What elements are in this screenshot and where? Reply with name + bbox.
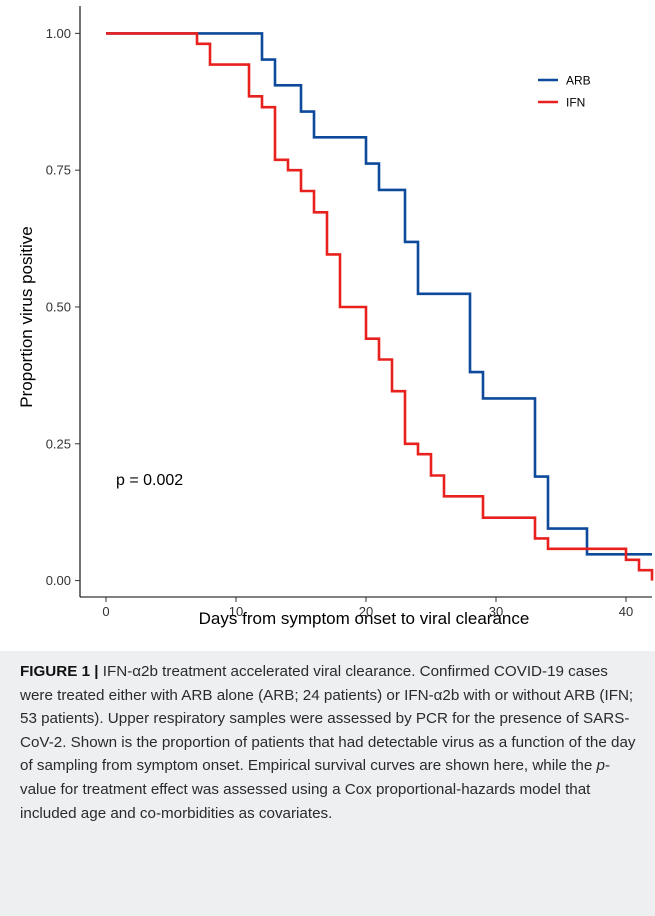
figure-caption-box: FIGURE 1 | IFN-α2b treatment accelerated… <box>0 651 655 916</box>
figure-caption: FIGURE 1 | IFN-α2b treatment accelerated… <box>20 660 637 825</box>
series-line-arb <box>106 32 652 556</box>
caption-p-italic: p <box>596 757 605 775</box>
caption-text-2: -value for treatment effect was assessed… <box>20 757 611 822</box>
legend-label-ifn: IFN <box>566 96 585 110</box>
x-axis-title: Days from symptom onset to viral clearan… <box>199 609 530 628</box>
y-tick-label: 1.00 <box>46 26 71 41</box>
y-tick-label: 0.25 <box>46 436 71 451</box>
x-tick-label: 0 <box>102 604 109 619</box>
figure-label: FIGURE 1 | <box>20 663 99 680</box>
series-line-ifn <box>106 32 654 581</box>
y-axis-title: Proportion virus positive <box>17 226 36 407</box>
x-tick-label: 30 <box>489 604 503 619</box>
x-tick-label: 20 <box>359 604 373 619</box>
legend: ARB IFN <box>538 74 591 110</box>
p-value-annotation: p = 0.002 <box>116 472 183 489</box>
axis-ticks: 0.00 0.25 0.50 0.75 1.00 0 10 20 30 40 <box>46 26 634 619</box>
x-tick-label: 40 <box>619 604 633 619</box>
caption-text-1: IFN-α2b treatment accelerated viral clea… <box>20 663 636 775</box>
x-tick-label: 10 <box>229 604 243 619</box>
y-tick-label: 0.50 <box>46 299 71 314</box>
y-tick-label: 0.00 <box>46 573 71 588</box>
y-tick-label: 0.75 <box>46 163 71 178</box>
series-lines <box>106 32 654 581</box>
legend-label-arb: ARB <box>566 74 591 88</box>
survival-chart: 0.00 0.25 0.50 0.75 1.00 0 10 20 30 40 ARB IFN Pro… <box>17 6 654 628</box>
